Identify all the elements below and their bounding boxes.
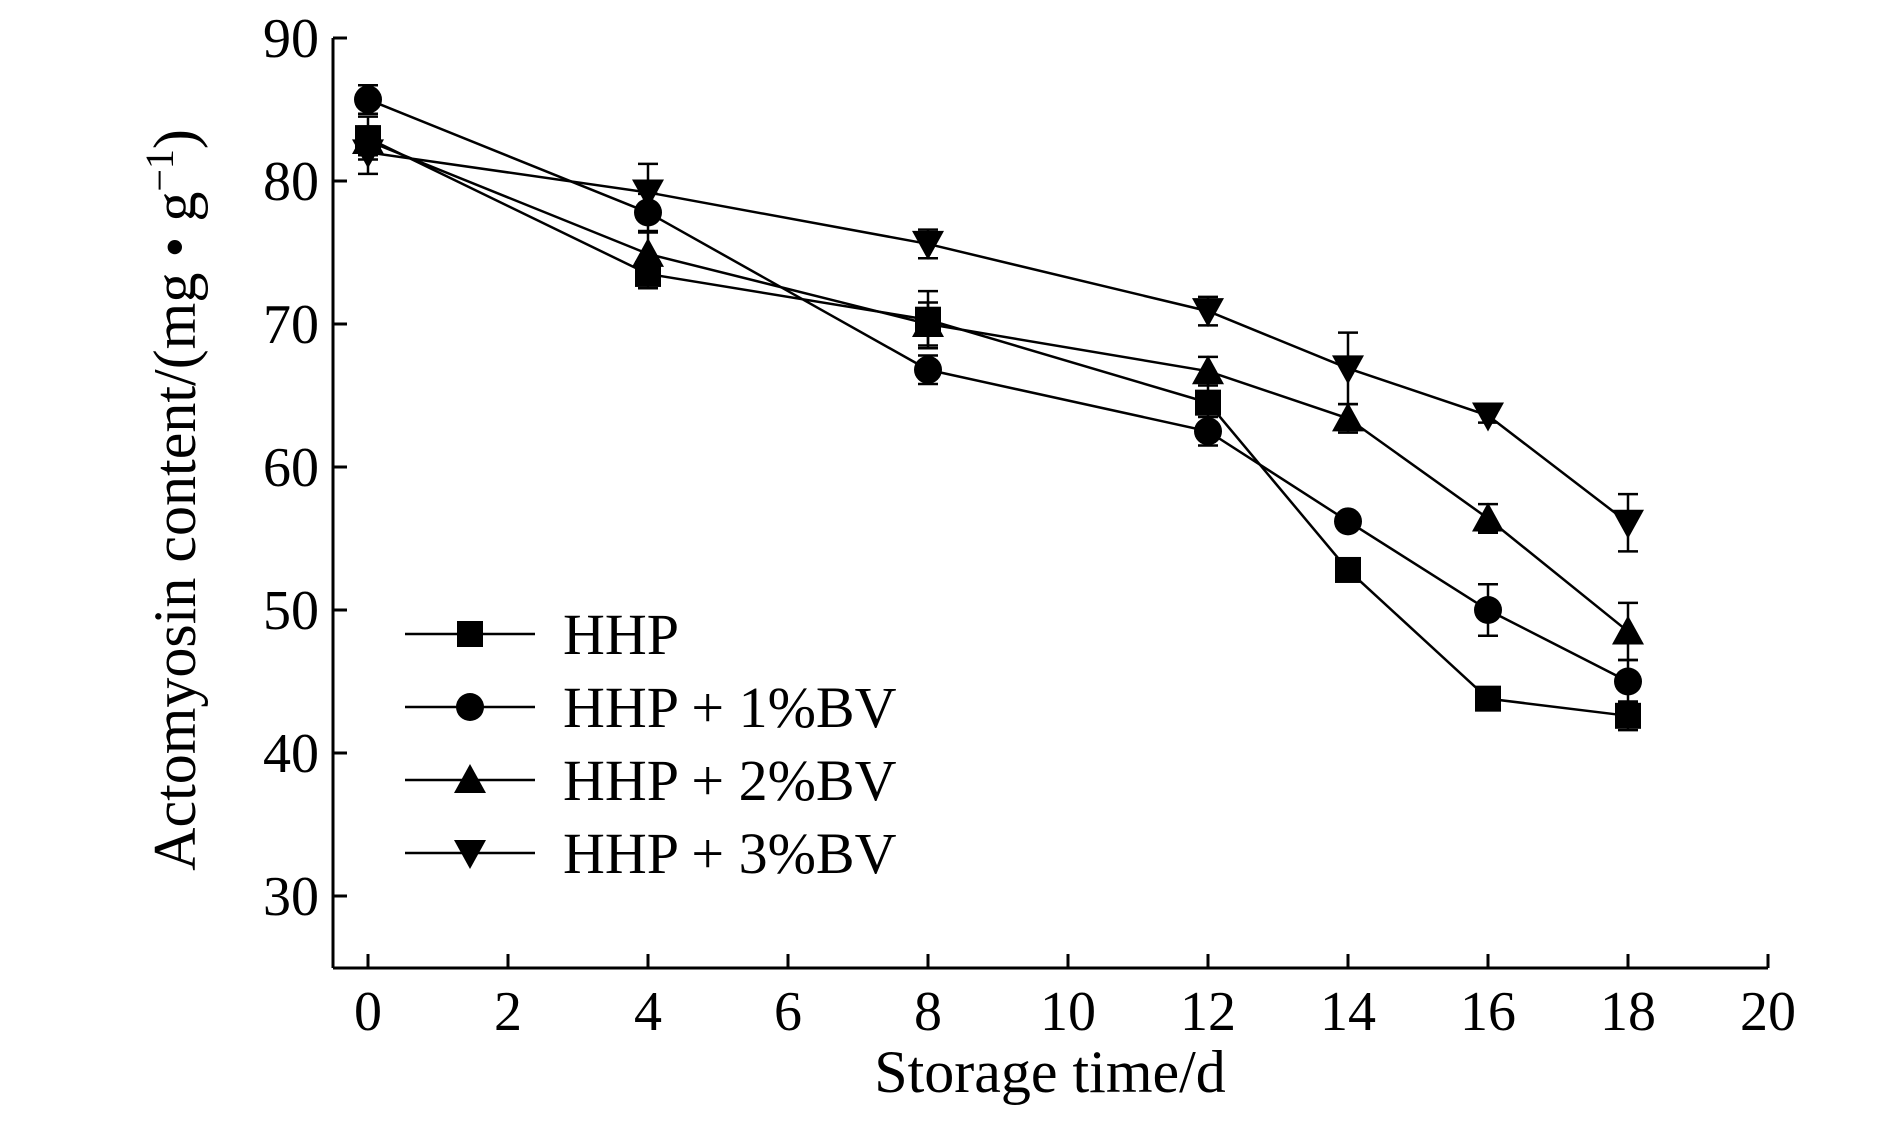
data-point (1334, 507, 1362, 536)
legend-entry: HHP + 1%BV (405, 675, 897, 740)
legend-marker (456, 693, 484, 721)
y-axis-title: Actomyosin content/(mg • g−1) (137, 129, 208, 871)
data-point (1615, 702, 1641, 729)
data-point (1192, 298, 1224, 328)
series-line (367, 151, 1629, 524)
data-point (1192, 355, 1224, 385)
series-1 (355, 115, 1641, 732)
x-tick-label: 8 (914, 981, 942, 1043)
x-tick-label: 18 (1600, 981, 1656, 1043)
x-tick-label: 4 (634, 981, 662, 1043)
data-point (912, 308, 944, 337)
series-4 (352, 129, 1644, 553)
legend-label: HHP + 3%BV (563, 821, 897, 886)
y-tick-label: 90 (263, 8, 319, 70)
y-tick-label: 50 (263, 580, 319, 642)
legend-label: HHP + 2%BV (563, 748, 897, 813)
data-point (1472, 402, 1504, 432)
x-tick-label: 10 (1040, 981, 1096, 1043)
y-axis-title-main: Actomyosin content/(mg • g (142, 192, 208, 871)
data-point (352, 139, 384, 169)
data-point (632, 237, 664, 267)
data-point (912, 230, 944, 260)
axes: 30 40 50 60 70 80 90 0 2 4 6 8 10 12 14 16 18 20 (263, 8, 1796, 1043)
data-point (1612, 509, 1644, 539)
x-tick-label: 16 (1460, 981, 1516, 1043)
legend-marker (454, 764, 486, 793)
data-point (1614, 667, 1642, 696)
x-axis-title: Storage time/d (874, 1039, 1226, 1105)
data-point (354, 85, 382, 114)
x-tick-label: 6 (774, 981, 802, 1043)
legend-marker (457, 621, 483, 647)
y-tick-label: 40 (263, 723, 319, 785)
data-point (1475, 685, 1501, 712)
legend-marker (454, 840, 486, 869)
y-tick-label: 30 (263, 866, 319, 928)
y-tick-label: 70 (263, 294, 319, 356)
legend-entry: HHP + 2%BV (405, 748, 897, 813)
legend-label: HHP + 1%BV (563, 675, 897, 740)
x-tick-label: 20 (1740, 981, 1796, 1043)
data-point (1332, 355, 1364, 385)
y-tick-label: 60 (263, 437, 319, 499)
x-tick-label: 0 (354, 981, 382, 1043)
series-line (367, 136, 1629, 718)
data-point (1472, 502, 1504, 532)
series-line (367, 98, 1629, 683)
series-3 (352, 124, 1644, 662)
data-point (914, 355, 942, 384)
x-tick-label: 2 (494, 981, 522, 1043)
series-2 (354, 83, 1642, 705)
data-point (1194, 417, 1222, 446)
legend-entry: HHP + 3%BV (405, 821, 897, 886)
y-axis-title-close: ) (142, 129, 208, 149)
data-point (1474, 596, 1502, 624)
series-layer (352, 83, 1644, 732)
data-point (1195, 389, 1221, 416)
data-point (632, 179, 664, 209)
x-tick-label: 14 (1320, 981, 1376, 1043)
x-tick-label: 12 (1180, 981, 1236, 1043)
legend-entry: HHP (405, 602, 679, 667)
y-tick-label: 80 (263, 151, 319, 213)
legend-label: HHP (563, 602, 679, 667)
y-axis-title-superscript: −1 (137, 149, 182, 192)
legend: HHP HHP + 1%BV HHP + 2%BV HHP + 3%BV (405, 602, 897, 886)
data-point (1612, 615, 1644, 645)
data-point (1335, 556, 1361, 583)
data-point (1332, 402, 1364, 432)
